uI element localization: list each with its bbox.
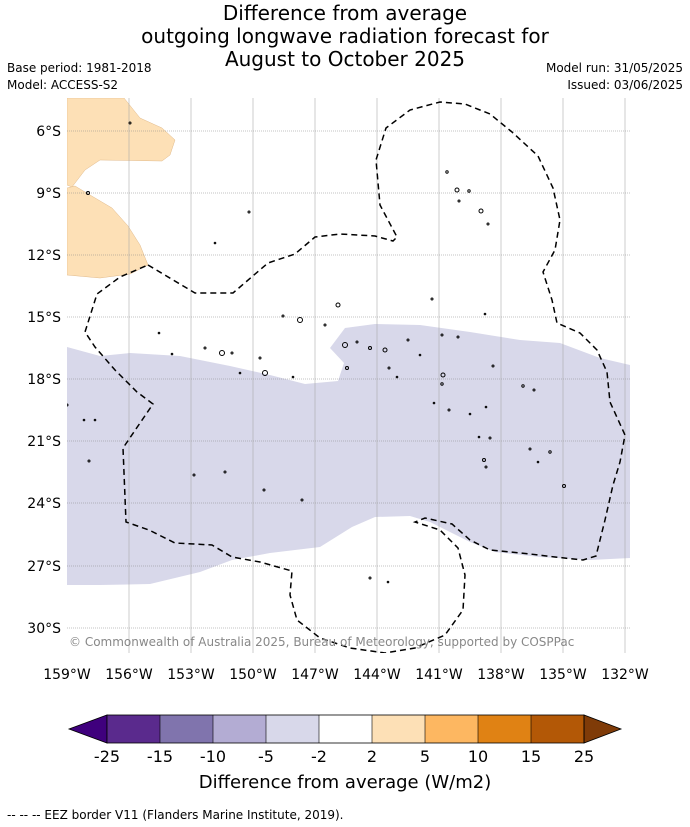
colorbar-tick: -2 (311, 747, 327, 766)
title-line-3: August to October 2025 (224, 47, 466, 71)
lat-label: 30°S (27, 621, 61, 637)
colorbar: -25 -15 -10 -5 -2 2 5 10 15 25 Differenc… (67, 714, 623, 793)
colorbar-dividers (159, 715, 532, 743)
colorbar-swatch (372, 715, 425, 743)
model-name: Model: ACCESS-S2 (7, 78, 119, 92)
longitude-labels: 159°W 156°W 153°W 150°W 147°W 144°W 141°… (43, 667, 649, 683)
lat-label: 21°S (27, 434, 61, 450)
colorbar-tick: -5 (258, 747, 274, 766)
lon-label: 147°W (291, 667, 339, 683)
positive-anomaly-region-2 (67, 185, 149, 279)
colorbar-swatch (478, 715, 531, 743)
colorbar-tick: 10 (468, 747, 488, 766)
lat-label: 15°S (27, 310, 61, 326)
colorbar-swatch (425, 715, 478, 743)
eez-footnote: -- -- -- EEZ border V11 (Flanders Marine… (7, 808, 344, 822)
colorbar-tick: -25 (94, 747, 120, 766)
lat-label: 9°S (36, 186, 61, 202)
title-line-2: outgoing longwave radiation forecast for (141, 24, 549, 48)
eez-border (84, 101, 626, 653)
title-line-1: Difference from average (222, 1, 468, 25)
colorbar-swatch (266, 715, 319, 743)
lat-label: 12°S (27, 248, 61, 264)
lon-label: 141°W (415, 667, 463, 683)
copyright-notice: © Commonwealth of Australia 2025, Bureau… (69, 635, 574, 649)
colorbar-tick: 2 (367, 747, 377, 766)
colorbar-swatch (213, 715, 266, 743)
lon-label: 159°W (43, 667, 91, 683)
map-grid-meridians (128, 98, 626, 653)
colorbar-swatch (107, 715, 160, 743)
colorbar-extend-low (67, 714, 108, 744)
lat-label: 27°S (27, 559, 61, 575)
lon-label: 138°W (477, 667, 525, 683)
colorbar-swatch (531, 715, 584, 743)
lon-label: 144°W (353, 667, 401, 683)
meta-right: Model run: 31/05/2025 Issued: 03/06/2025 (546, 60, 683, 94)
negative-anomaly-region (67, 324, 630, 585)
lat-label: 24°S (27, 496, 61, 512)
colorbar-swatch (160, 715, 213, 743)
latitude-labels: 6°S 9°S 12°S 15°S 18°S 21°S 24°S 27°S 30… (27, 124, 61, 637)
map-panel: © Commonwealth of Australia 2025, Bureau… (67, 98, 630, 653)
colorbar-tick: 5 (420, 747, 430, 766)
meta-left: Base period: 1981-2018 Model: ACCESS-S2 (7, 60, 152, 94)
lon-label: 150°W (229, 667, 277, 683)
lat-label: 6°S (36, 124, 61, 140)
base-period: Base period: 1981-2018 (7, 61, 152, 75)
islands (67, 121, 566, 584)
issued-date: Issued: 03/06/2025 (567, 78, 683, 92)
lon-label: 153°W (167, 667, 215, 683)
colorbar-tick: -10 (200, 747, 226, 766)
lon-label: 135°W (539, 667, 587, 683)
colorbar-extend-high (583, 714, 623, 744)
colorbar-tick: 25 (574, 747, 594, 766)
chart-title: Difference from average outgoing longwav… (0, 2, 690, 71)
lon-label: 132°W (601, 667, 649, 683)
colorbar-ticks: -25 -15 -10 -5 -2 2 5 10 15 25 (94, 747, 594, 766)
positive-anomaly-region (67, 98, 176, 188)
colorbar-swatch (319, 715, 372, 743)
colorbar-frame (106, 714, 585, 744)
colorbar-title: Difference from average (W/m2) (199, 772, 491, 793)
lat-label: 18°S (27, 372, 61, 388)
model-run: Model run: 31/05/2025 (545, 61, 683, 75)
lon-label: 156°W (105, 667, 153, 683)
colorbar-tick: -15 (147, 747, 173, 766)
colorbar-tick: 15 (521, 747, 541, 766)
